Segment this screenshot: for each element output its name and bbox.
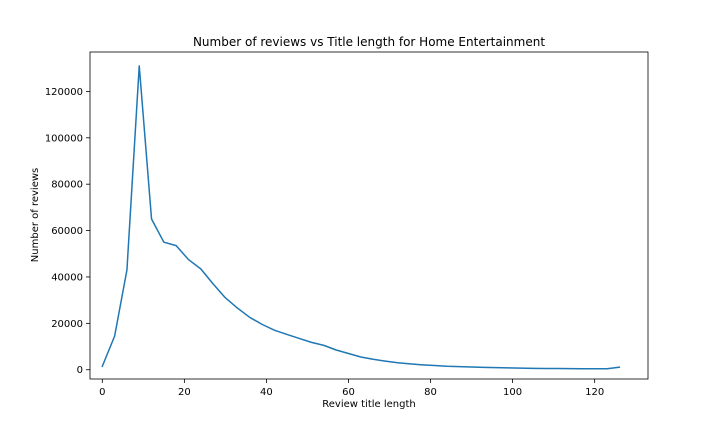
x-tick-label: 120 <box>585 387 604 398</box>
x-axis-label: Review title length <box>322 399 415 410</box>
y-tick-label: 120000 <box>45 87 83 98</box>
series-layer <box>101 65 621 370</box>
x-tick-label: 80 <box>424 387 437 398</box>
y-tick-label: 100000 <box>45 133 83 144</box>
x-tick-label: 0 <box>99 387 105 398</box>
y-tick-label: 40000 <box>51 272 83 283</box>
y-tick-label: 0 <box>77 365 83 376</box>
x-tick-label: 60 <box>342 387 355 398</box>
chart-title: Number of reviews vs Title length for Ho… <box>193 35 545 49</box>
y-axis-label: Number of reviews <box>30 168 41 262</box>
y-tick-label: 80000 <box>51 180 83 191</box>
x-tick-label: 100 <box>503 387 522 398</box>
y-tick-label: 60000 <box>51 226 83 237</box>
x-tick-label: 40 <box>260 387 273 398</box>
y-tick-label: 20000 <box>51 319 83 330</box>
series-line <box>101 65 621 370</box>
x-tick-label: 20 <box>178 387 191 398</box>
plot-frame <box>89 51 649 380</box>
ticks-layer: 0 20 40 60 80 100 120 0 20000 40000 60000 80000 1000… <box>45 87 604 398</box>
